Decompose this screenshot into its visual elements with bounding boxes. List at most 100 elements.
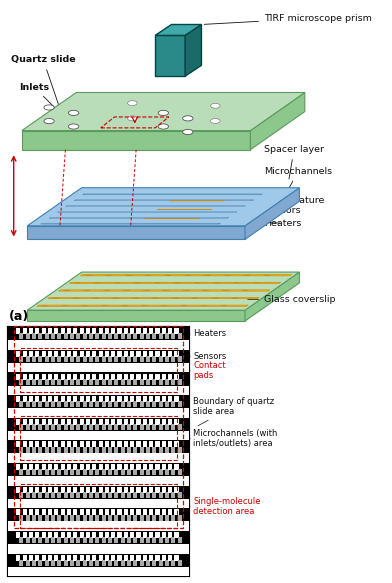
Bar	[16, 351, 20, 357]
Bar	[29, 351, 33, 357]
Bar	[146, 469, 150, 475]
Polygon shape	[74, 200, 254, 201]
Bar	[92, 487, 96, 493]
Bar	[92, 351, 96, 357]
Bar	[48, 464, 52, 470]
Bar	[105, 487, 109, 493]
Bar	[152, 402, 156, 408]
Bar	[57, 492, 62, 498]
Bar	[51, 515, 55, 521]
Bar	[54, 374, 58, 380]
Bar	[73, 374, 77, 380]
Bar	[64, 356, 68, 362]
Bar	[127, 492, 131, 498]
Bar	[121, 379, 125, 385]
Bar	[102, 402, 106, 408]
Bar	[143, 510, 147, 515]
Bar	[105, 532, 109, 538]
Bar	[86, 441, 90, 448]
Bar	[111, 351, 115, 357]
Bar	[89, 515, 93, 521]
Bar	[171, 356, 175, 362]
Bar	[20, 538, 24, 543]
Bar	[108, 492, 112, 498]
Bar	[152, 356, 156, 362]
Bar	[152, 333, 156, 339]
Bar	[29, 532, 33, 538]
Bar	[102, 469, 106, 475]
Bar	[156, 487, 160, 493]
Ellipse shape	[158, 110, 169, 115]
Bar	[133, 515, 138, 521]
Bar	[48, 510, 52, 515]
Bar	[26, 447, 30, 452]
Bar	[92, 510, 96, 515]
Bar	[98, 441, 103, 448]
Bar	[165, 379, 169, 385]
Bar	[130, 396, 134, 402]
Bar	[98, 419, 103, 425]
Bar	[168, 554, 172, 561]
Bar	[140, 469, 144, 475]
Bar	[29, 510, 33, 515]
Bar	[168, 419, 172, 425]
Bar	[149, 532, 153, 538]
Bar	[152, 538, 156, 543]
Bar	[64, 424, 68, 430]
Bar	[168, 396, 172, 402]
Bar	[64, 538, 68, 543]
Bar	[159, 538, 163, 543]
Bar	[171, 424, 175, 430]
Bar	[171, 515, 175, 521]
Text: Heaters: Heaters	[264, 219, 301, 227]
Bar	[114, 560, 118, 566]
Bar	[80, 328, 83, 334]
Polygon shape	[245, 272, 299, 321]
Bar	[20, 515, 24, 521]
Bar	[29, 419, 33, 425]
Bar	[38, 515, 42, 521]
Bar	[67, 396, 71, 402]
Text: Outlets: Outlets	[212, 99, 295, 127]
Bar	[136, 328, 141, 334]
Bar	[8, 350, 189, 363]
Bar	[86, 532, 90, 538]
Bar	[140, 538, 144, 543]
Polygon shape	[250, 93, 305, 150]
Bar	[54, 419, 58, 425]
Bar	[67, 374, 71, 380]
Bar	[108, 379, 112, 385]
Polygon shape	[185, 24, 201, 76]
Bar	[136, 510, 141, 515]
Bar	[83, 538, 87, 543]
Bar	[121, 538, 125, 543]
Bar	[76, 515, 80, 521]
Bar	[146, 447, 150, 452]
Polygon shape	[155, 36, 185, 76]
Text: Quartz slide: Quartz slide	[11, 55, 76, 106]
Bar	[140, 424, 144, 430]
Bar	[32, 447, 36, 452]
Bar	[118, 441, 122, 448]
Bar	[159, 356, 163, 362]
Text: Temperature
sensors: Temperature sensors	[264, 196, 325, 215]
Bar	[38, 356, 42, 362]
Bar	[80, 487, 83, 493]
Bar	[32, 538, 36, 543]
Bar	[162, 396, 166, 402]
Bar	[54, 510, 58, 515]
Bar	[111, 464, 115, 470]
Bar	[136, 464, 141, 470]
Bar	[76, 402, 80, 408]
Polygon shape	[22, 93, 305, 131]
Bar	[159, 560, 163, 566]
Bar	[105, 396, 109, 402]
Text: (a): (a)	[9, 310, 30, 323]
Bar	[133, 447, 138, 452]
Bar	[80, 464, 83, 470]
Bar	[124, 532, 128, 538]
Bar	[67, 510, 71, 515]
Bar	[95, 492, 100, 498]
Bar	[83, 560, 87, 566]
Bar	[95, 424, 100, 430]
